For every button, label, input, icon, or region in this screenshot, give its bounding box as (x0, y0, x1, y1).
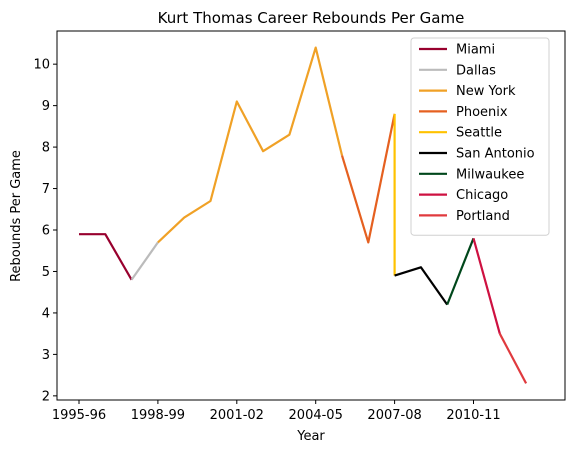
legend-entry: New York (456, 84, 516, 99)
series-line-san-antonio (394, 266, 449, 306)
legend-entry: San Antonio (456, 147, 535, 162)
legend-box (410, 37, 550, 236)
axes: 2 3 4 5 6 7 8 9 10 1995-96 1998-99 2001-02 2004-05 20… (33, 58, 500, 423)
y-axis-label: Rebounds Per Game (9, 150, 24, 282)
y-tick-label: 10 (33, 58, 50, 73)
legend-entry: Chicago (456, 188, 508, 203)
y-tick-label: 6 (42, 224, 50, 239)
legend-entry: Milwaukee (456, 167, 524, 182)
series-line-miami (79, 233, 133, 281)
y-tick-label: 2 (42, 389, 50, 404)
legend-entry: Miami (456, 43, 495, 58)
legend-entry: Dallas (456, 63, 496, 78)
plot-area (79, 46, 528, 384)
y-tick-label: 3 (42, 348, 50, 363)
y-tick-label: 4 (42, 306, 50, 321)
x-tick-label: 2010-11 (446, 408, 500, 423)
y-tick-label: 8 (42, 141, 50, 156)
x-tick-label: 2007-08 (367, 408, 421, 423)
x-tick-label: 2001-02 (210, 408, 264, 423)
series-line-phoenix (340, 113, 396, 244)
y-tick-label: 5 (42, 265, 50, 280)
legend: Miami Dallas New York Phoenix Seattle San Ant… (410, 37, 550, 236)
x-axis-label: Year (296, 429, 325, 444)
series-line-chicago (472, 238, 501, 334)
series-line-milwaukee (446, 237, 475, 306)
legend-entry: Phoenix (456, 105, 508, 120)
plot-frame (56, 30, 566, 401)
y-tick-label: 7 (42, 182, 50, 197)
x-tick-label: 2004-05 (289, 408, 343, 423)
x-tick-label: 1995-96 (52, 408, 106, 423)
series-line-dallas (130, 241, 159, 281)
series-line-portland (498, 333, 528, 384)
series-line-new-york (157, 46, 344, 244)
legend-entry: Seattle (456, 126, 502, 141)
y-tick-label: 9 (42, 99, 50, 114)
chart-title: Kurt Thomas Career Rebounds Per Game (158, 9, 465, 27)
x-tick-label: 1998-99 (131, 408, 185, 423)
legend-entry: Portland (456, 209, 510, 224)
